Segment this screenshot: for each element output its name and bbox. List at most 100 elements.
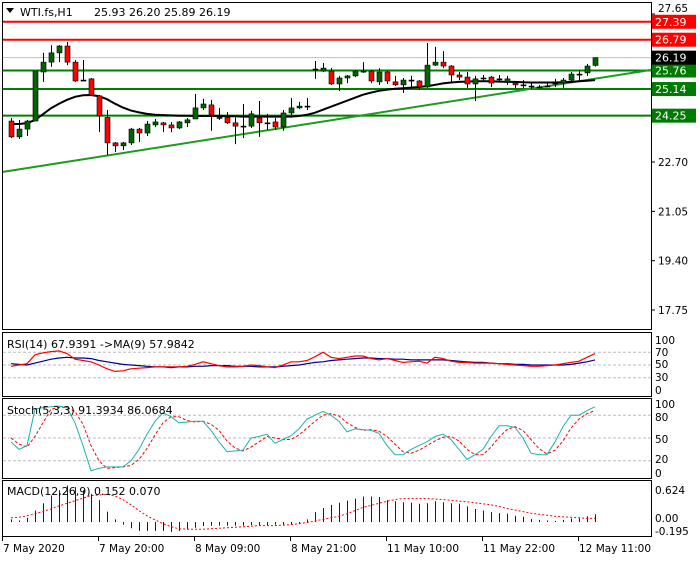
macd-tick-label: 0.00 (655, 513, 678, 525)
candle (80, 79, 87, 82)
candle (296, 105, 303, 109)
candle (160, 122, 167, 126)
time-tick-label: 11 May 22:00 (483, 543, 555, 555)
candle (376, 71, 383, 83)
stoch-tick-label: 20 (655, 454, 668, 466)
candle (504, 78, 511, 83)
candle (576, 73, 583, 76)
macd-signal-line (10, 493, 595, 530)
current-price-box (652, 50, 696, 65)
macd-panel[interactable] (2, 480, 652, 537)
candle (152, 121, 159, 126)
candle (264, 122, 271, 125)
level-price-box (652, 32, 696, 47)
candle (512, 82, 519, 86)
candle (528, 85, 535, 88)
candle (168, 124, 175, 129)
level-price-label: 24.25 (655, 110, 687, 123)
candle (496, 78, 503, 81)
candle (24, 120, 31, 130)
candle (392, 81, 399, 86)
candle (32, 70, 39, 122)
level-price-label: 25.76 (655, 65, 687, 78)
candle (72, 61, 79, 82)
level-price-box (652, 82, 696, 97)
price-tick-label: 21.05 (658, 206, 688, 218)
candle (16, 128, 23, 138)
symbol-label: WTI.fs,H1 (20, 6, 73, 19)
candle (200, 103, 207, 109)
candle (64, 45, 71, 63)
candle (336, 77, 343, 85)
rsi-tick-label: 100 (655, 335, 675, 347)
price-tick-label: 27.65 (658, 3, 688, 15)
candle (408, 79, 415, 82)
level-price-box (652, 63, 696, 78)
candle (176, 121, 183, 129)
stoch-tick-label: 50 (655, 434, 668, 446)
stoch-tick-label: 100 (655, 399, 675, 411)
rsi-line (10, 350, 596, 373)
candle (432, 61, 439, 66)
candle (400, 79, 407, 86)
candle (184, 119, 191, 124)
candle (144, 123, 151, 134)
candle (544, 85, 551, 88)
candle (472, 78, 479, 85)
candle (136, 128, 143, 134)
candle (120, 142, 127, 147)
main-panel[interactable] (2, 2, 652, 330)
stoch-d-line (10, 407, 596, 469)
candle (384, 71, 391, 82)
candle (592, 57, 599, 66)
candle (8, 120, 15, 138)
candle (56, 45, 63, 54)
moving-average-line (11, 79, 596, 125)
level-price-label: 27.39 (655, 16, 687, 29)
candle (112, 142, 119, 147)
candle (48, 52, 55, 63)
rsi-tick-label: 70 (655, 347, 668, 359)
triangle-down-icon[interactable] (6, 8, 14, 13)
time-tick-label: 8 May 09:00 (195, 543, 260, 555)
candle (272, 121, 279, 128)
level-price-label: 25.14 (655, 83, 687, 96)
candle (560, 79, 567, 84)
macd-tick-label: 0.624 (655, 485, 685, 497)
candle (320, 67, 327, 72)
macd-tick-label: -0.195 (655, 526, 689, 538)
ohlc-label: 25.93 26.20 25.89 26.19 (94, 6, 230, 19)
candle (96, 95, 103, 117)
candle (520, 84, 527, 87)
stoch-k-line (10, 405, 596, 472)
candle (440, 61, 447, 67)
time-tick-label: 12 May 11:00 (579, 543, 651, 555)
candle (128, 128, 135, 144)
candle (40, 61, 47, 73)
rsi-tick-label: 0 (655, 385, 662, 397)
candle (280, 112, 287, 128)
candle (88, 78, 95, 96)
candle (224, 117, 231, 124)
candle (288, 107, 295, 114)
candle (256, 117, 263, 124)
candle (232, 122, 239, 127)
price-tick-label: 17.75 (658, 305, 688, 317)
trendline (2, 68, 652, 173)
current-price-label: 26.19 (655, 52, 687, 65)
stoch-tick-label: 80 (655, 412, 668, 424)
candle (360, 70, 367, 73)
time-tick-label: 11 May 10:00 (387, 543, 459, 555)
candle (216, 117, 223, 119)
price-tick-label: 19.40 (658, 256, 688, 268)
candle (568, 73, 575, 81)
candle (352, 70, 359, 77)
stoch-tick-label: 0 (655, 468, 662, 480)
stoch-label: Stoch(5,3,3) 91.3934 86.0684 (7, 404, 173, 417)
rsi-tick-label: 50 (655, 359, 668, 371)
level-price-label: 26.79 (655, 34, 687, 47)
level-price-box (652, 14, 696, 29)
candle (192, 107, 199, 120)
time-tick-label: 8 May 21:00 (291, 543, 356, 555)
